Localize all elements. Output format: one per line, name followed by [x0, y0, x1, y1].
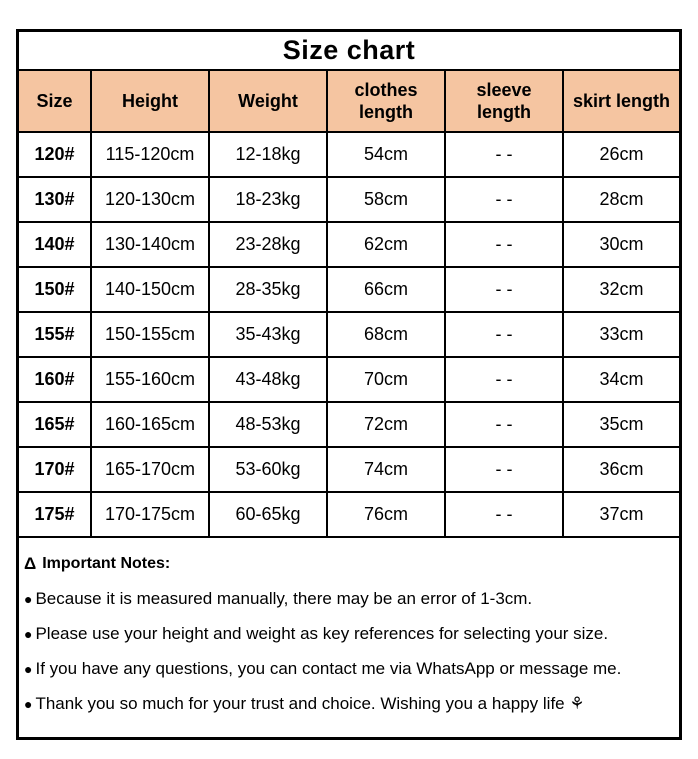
size-cell: 130# [19, 176, 92, 223]
skirt-length-cell: 34cm [562, 356, 679, 403]
clothes-length-cell: 74cm [326, 446, 446, 493]
note-text: Because it is measured manually, there m… [35, 588, 533, 608]
column-header: Weight [208, 71, 328, 133]
table-row: 175# 170-175cm 60-65kg 76cm - - 37cm [19, 491, 679, 538]
bullet-icon: ● [24, 695, 33, 712]
table-row: 150# 140-150cm 28-35kg 66cm - - 32cm [19, 266, 679, 313]
notes-heading: Δ Important Notes: [24, 546, 671, 581]
sleeve-length-cell: - - [444, 266, 564, 313]
height-cell: 165-170cm [90, 446, 210, 493]
note-item: ● Because it is measured manually, there… [24, 581, 671, 616]
triangle-icon: Δ [24, 553, 37, 573]
clothes-length-cell: 72cm [326, 401, 446, 448]
clothes-length-cell: 68cm [326, 311, 446, 358]
skirt-length-cell: 33cm [562, 311, 679, 358]
note-text: If you have any questions, you can conta… [35, 658, 622, 678]
note-text: Thank you so much for your trust and cho… [35, 693, 585, 713]
table-body: 120# 115-120cm 12-18kg 54cm - - 26cm 130… [19, 131, 679, 538]
column-header: skirt length [562, 71, 679, 133]
size-cell: 160# [19, 356, 92, 403]
height-cell: 150-155cm [90, 311, 210, 358]
skirt-length-cell: 28cm [562, 176, 679, 223]
size-cell: 140# [19, 221, 92, 268]
weight-cell: 23-28kg [208, 221, 328, 268]
notes-heading-label: Important Notes: [42, 554, 171, 572]
table-header: Size Height Weight clothes length sleeve len… [19, 71, 679, 133]
sleeve-length-cell: - - [444, 401, 564, 448]
weight-cell: 18-23kg [208, 176, 328, 223]
clothes-length-cell: 54cm [326, 131, 446, 178]
skirt-length-cell: 35cm [562, 401, 679, 448]
notes-section: Δ Important Notes: ● Because it is measu… [19, 538, 679, 721]
height-cell: 155-160cm [90, 356, 210, 403]
sleeve-length-cell: - - [444, 311, 564, 358]
note-item: ● Please use your height and weight as k… [24, 616, 671, 651]
size-cell: 155# [19, 311, 92, 358]
clothes-length-cell: 62cm [326, 221, 446, 268]
skirt-length-cell: 26cm [562, 131, 679, 178]
height-cell: 160-165cm [90, 401, 210, 448]
size-cell: 175# [19, 491, 92, 538]
clothes-length-cell: 76cm [326, 491, 446, 538]
size-chart: Size chart Size Height Weight clothes lengt… [16, 29, 682, 740]
column-header: clothes length [326, 71, 446, 133]
weight-cell: 43-48kg [208, 356, 328, 403]
chart-title: Size chart [19, 32, 679, 71]
bullet-icon: ● [24, 590, 33, 607]
size-cell: 170# [19, 446, 92, 493]
size-table: Size Height Weight clothes length sleeve len… [19, 71, 679, 538]
height-cell: 170-175cm [90, 491, 210, 538]
column-header: Height [90, 71, 210, 133]
skirt-length-cell: 36cm [562, 446, 679, 493]
sleeve-length-cell: - - [444, 221, 564, 268]
clothes-length-cell: 58cm [326, 176, 446, 223]
size-cell: 120# [19, 131, 92, 178]
header-row: Size Height Weight clothes length sleeve len… [19, 71, 679, 133]
height-cell: 140-150cm [90, 266, 210, 313]
height-cell: 120-130cm [90, 176, 210, 223]
height-cell: 115-120cm [90, 131, 210, 178]
sleeve-length-cell: - - [444, 356, 564, 403]
sleeve-length-cell: - - [444, 176, 564, 223]
table-row: 130# 120-130cm 18-23kg 58cm - - 28cm [19, 176, 679, 223]
table-row: 120# 115-120cm 12-18kg 54cm - - 26cm [19, 131, 679, 178]
height-cell: 130-140cm [90, 221, 210, 268]
skirt-length-cell: 37cm [562, 491, 679, 538]
sleeve-length-cell: - - [444, 491, 564, 538]
sleeve-length-cell: - - [444, 446, 564, 493]
clothes-length-cell: 66cm [326, 266, 446, 313]
table-row: 155# 150-155cm 35-43kg 68cm - - 33cm [19, 311, 679, 358]
bullet-icon: ● [24, 625, 33, 642]
sleeve-length-cell: - - [444, 131, 564, 178]
table-row: 160# 155-160cm 43-48kg 70cm - - 34cm [19, 356, 679, 403]
bullet-icon: ● [24, 660, 33, 677]
table-row: 170# 165-170cm 53-60kg 74cm - - 36cm [19, 446, 679, 493]
column-header: sleeve length [444, 71, 564, 133]
note-text: Please use your height and weight as key… [35, 623, 609, 643]
skirt-length-cell: 30cm [562, 221, 679, 268]
size-cell: 165# [19, 401, 92, 448]
skirt-length-cell: 32cm [562, 266, 679, 313]
weight-cell: 60-65kg [208, 491, 328, 538]
weight-cell: 35-43kg [208, 311, 328, 358]
column-header: Size [19, 71, 92, 133]
note-item: ● If you have any questions, you can con… [24, 651, 671, 686]
table-row: 165# 160-165cm 48-53kg 72cm - - 35cm [19, 401, 679, 448]
clothes-length-cell: 70cm [326, 356, 446, 403]
note-item: ● Thank you so much for your trust and c… [24, 686, 671, 721]
weight-cell: 28-35kg [208, 266, 328, 313]
table-row: 140# 130-140cm 23-28kg 62cm - - 30cm [19, 221, 679, 268]
weight-cell: 12-18kg [208, 131, 328, 178]
notes-list: ● Because it is measured manually, there… [24, 581, 671, 721]
weight-cell: 48-53kg [208, 401, 328, 448]
size-cell: 150# [19, 266, 92, 313]
weight-cell: 53-60kg [208, 446, 328, 493]
